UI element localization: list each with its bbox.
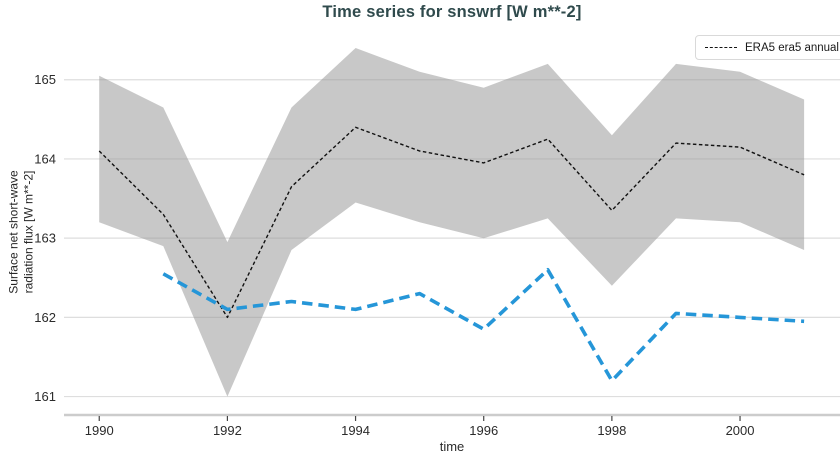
x-tick-label: 1990 <box>85 423 114 438</box>
x-tick-label: 1996 <box>469 423 498 438</box>
x-tick-label: 2000 <box>726 423 755 438</box>
x-axis-label: time <box>440 439 465 454</box>
x-tick-label: 1998 <box>597 423 626 438</box>
x-tick-label: 1992 <box>213 423 242 438</box>
era5-dashed-line-swatch <box>705 47 737 48</box>
y-tick-label: 161 <box>34 389 56 404</box>
blue-annual-line <box>162 267 805 383</box>
legend: ERA5 era5 annual <box>695 35 840 60</box>
y-tick-label: 163 <box>34 231 56 246</box>
legend-label: ERA5 era5 annual <box>745 41 839 54</box>
y-tick-label: 164 <box>34 151 56 166</box>
y-tick-label: 162 <box>34 310 56 325</box>
uncertainty-band <box>99 48 805 397</box>
x-tick-label: 1994 <box>341 423 370 438</box>
page-title: Time series for snswrf [W m**-2] <box>322 3 582 21</box>
y-tick-label: 165 <box>34 72 56 87</box>
